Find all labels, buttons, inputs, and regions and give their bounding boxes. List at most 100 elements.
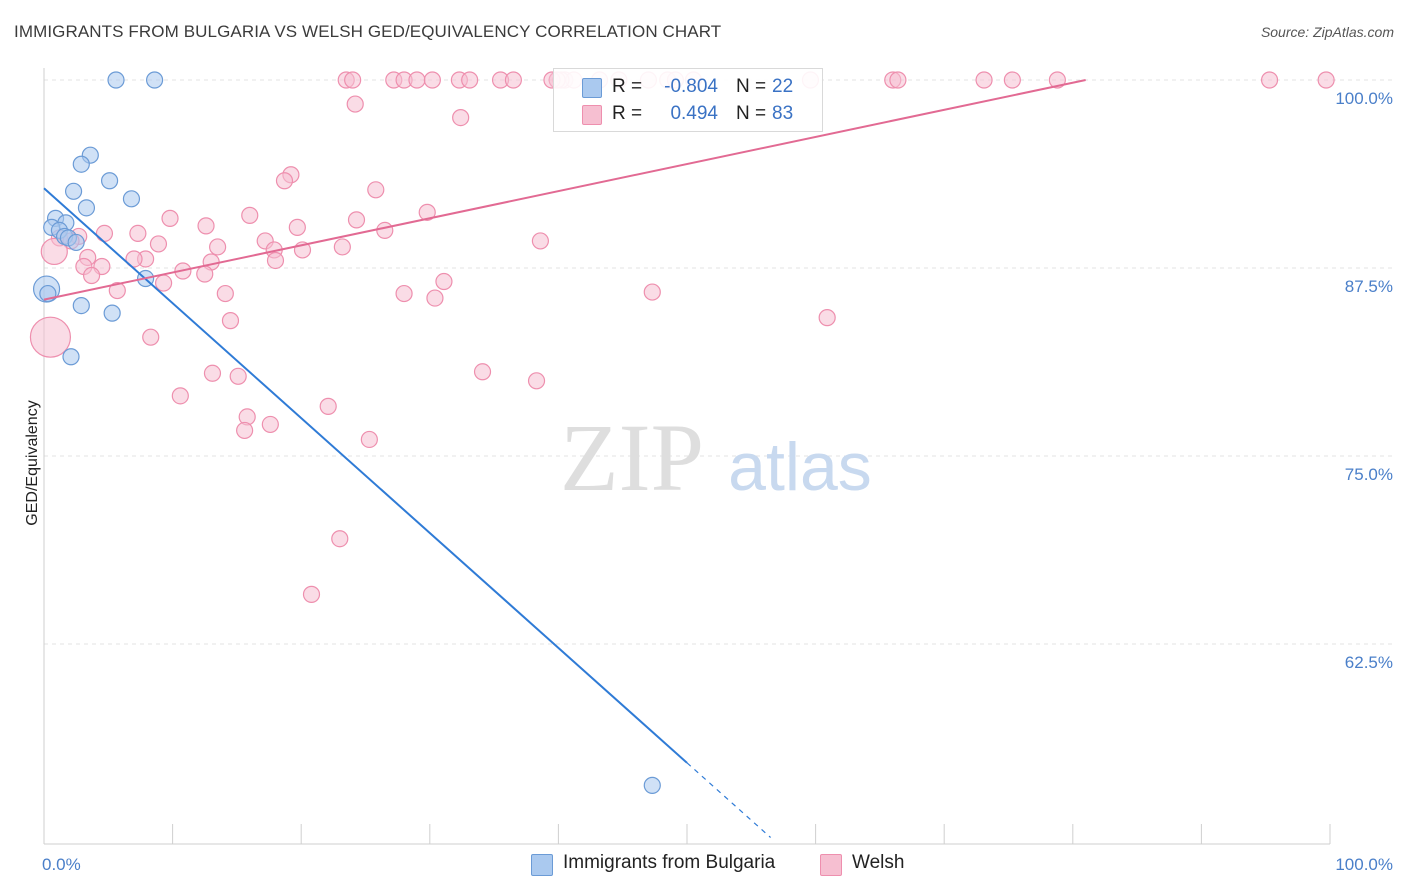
bulgaria-point (64, 182, 83, 200)
welsh-point (29, 316, 72, 358)
axes (43, 68, 1331, 845)
welsh-point (261, 415, 279, 434)
legend-swatch-blue (531, 854, 553, 876)
welsh-point (333, 238, 351, 256)
welsh-point (408, 71, 426, 89)
bulgaria-point (62, 348, 80, 366)
welsh-point (418, 203, 436, 221)
trend-lines (43, 79, 1086, 838)
bulgaria-point (67, 233, 85, 252)
welsh-point (108, 281, 126, 300)
legend-swatch-pink (582, 105, 602, 125)
welsh-point (376, 221, 394, 239)
y-tick-label: 87.5% (1345, 277, 1393, 296)
welsh-point (40, 237, 68, 266)
welsh-point (331, 530, 349, 548)
y-axis-label: GED/Equivalency (24, 400, 41, 525)
legend-swatch-blue (582, 78, 602, 98)
bulgaria-point (77, 199, 96, 217)
bulgaria-point (145, 71, 164, 89)
welsh-point (527, 372, 546, 390)
welsh-point (435, 272, 453, 291)
chart-title: IMMIGRANTS FROM BULGARIA VS WELSH GED/EQ… (14, 22, 722, 41)
welsh-point (1260, 71, 1279, 89)
welsh-point (82, 266, 101, 285)
welsh-point (975, 71, 993, 89)
y-tick-label: 62.5% (1345, 653, 1393, 672)
legend-n-label: N = (736, 103, 767, 124)
welsh-point (643, 283, 661, 301)
welsh-point (347, 211, 366, 229)
welsh-point (346, 95, 364, 113)
legend-row-welsh: R = 0.494 N = 83 (554, 101, 822, 127)
y-tick-label: 75.0% (1345, 465, 1393, 484)
welsh-point (221, 312, 240, 330)
welsh-point (461, 71, 479, 89)
bulgaria-point (72, 297, 90, 315)
legend-n-label: N = (736, 76, 767, 97)
welsh-point (197, 217, 215, 235)
watermark: ZIP atlas (560, 404, 872, 511)
y-tick-label: 100.0% (1335, 89, 1393, 108)
bulgaria-trend-line (43, 187, 688, 764)
welsh-point (161, 209, 179, 227)
welsh-point (1048, 71, 1066, 89)
welsh-point (203, 364, 222, 382)
legend-n-value: 22 (772, 76, 794, 97)
welsh-point (125, 250, 143, 268)
legend-r-label: R = (612, 103, 643, 124)
legend-label-bulgaria: Immigrants from Bulgaria (563, 852, 776, 873)
welsh-point (473, 363, 492, 381)
welsh-point (129, 224, 147, 243)
welsh-point (154, 274, 173, 292)
welsh-point (229, 367, 247, 385)
welsh-point (367, 181, 385, 199)
welsh-point (818, 309, 836, 327)
welsh-point (426, 289, 444, 307)
bulgaria-point (103, 304, 121, 322)
bulgaria-points (32, 71, 661, 794)
welsh-point (423, 71, 441, 89)
x-tick-label: 0.0% (42, 855, 81, 874)
welsh-point (209, 238, 227, 256)
gridlines (44, 79, 1395, 645)
welsh-point (149, 235, 168, 253)
welsh-point (531, 232, 549, 250)
welsh-point (216, 284, 234, 303)
welsh-point (142, 328, 160, 346)
legend-r-label: R = (612, 76, 643, 97)
welsh-point (889, 71, 907, 89)
tick-labels: 62.5% 75.0% 87.5% 100.0% 0.0% 100.0% (42, 89, 1393, 874)
welsh-point (452, 108, 470, 127)
welsh-point (319, 397, 337, 415)
legend-swatch-pink (820, 854, 842, 876)
welsh-trend-line (43, 79, 1086, 301)
legend-row-bulgaria: R = -0.804 N = 22 (554, 74, 822, 100)
welsh-point (95, 224, 114, 243)
welsh-point (395, 284, 413, 303)
bulgaria-trend-extension (686, 762, 771, 838)
welsh-point (504, 71, 522, 89)
bulgaria-point (100, 172, 119, 190)
welsh-point (302, 585, 321, 603)
welsh-point (288, 218, 306, 236)
watermark-zip: ZIP (560, 404, 704, 511)
bulgaria-point (643, 776, 661, 794)
watermark-atlas: atlas (728, 429, 872, 505)
welsh-point (241, 206, 259, 224)
legend-r-value: 0.494 (670, 103, 718, 124)
welsh-point (171, 387, 189, 405)
bulgaria-point (107, 71, 125, 89)
correlation-legend: R = -0.804 N = 22 R = 0.494 N = 83 (553, 68, 823, 132)
welsh-points (29, 71, 1335, 603)
welsh-point (266, 251, 285, 270)
bulgaria-point (122, 190, 141, 208)
welsh-point (1003, 71, 1021, 89)
x-tick-label: 100.0% (1335, 855, 1393, 874)
legend-r-value: -0.804 (664, 76, 718, 97)
welsh-point (360, 430, 378, 449)
welsh-point (275, 172, 294, 190)
legend-n-value: 83 (772, 103, 794, 124)
welsh-point (196, 265, 214, 283)
